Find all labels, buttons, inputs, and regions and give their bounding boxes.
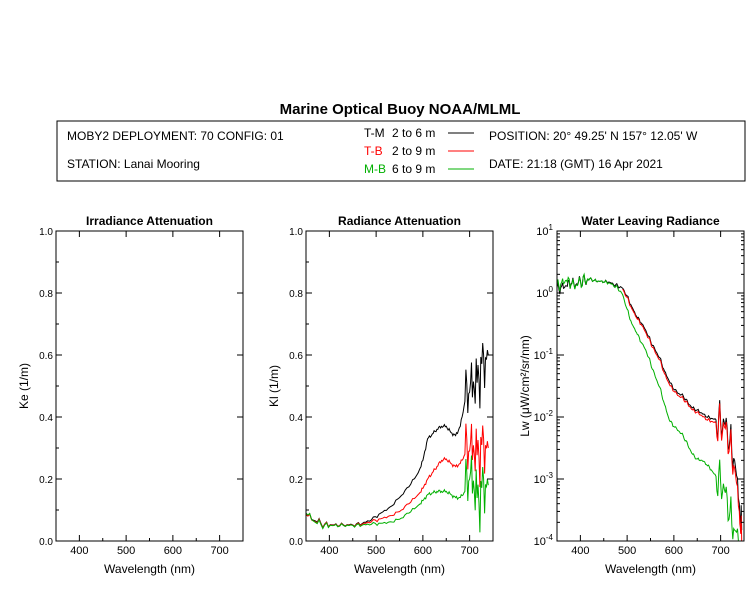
series-t-b: [622, 288, 743, 541]
y-tick-label: 10-3: [534, 471, 554, 486]
legend-range-m-b: 6 to 9 m: [392, 162, 435, 176]
x-tick-label: 500: [618, 545, 636, 557]
series-m-b: [557, 272, 740, 541]
x-tick-label: 700: [711, 545, 729, 557]
y-tick-label: 1.0: [289, 227, 303, 238]
x-tick-label: 400: [70, 545, 88, 557]
info-box: [56, 120, 746, 182]
station-text: STATION: Lanai Mooring: [67, 157, 200, 171]
x-tick-label: 600: [665, 545, 683, 557]
x-tick-label: 600: [414, 545, 432, 557]
x-axis-label: Wavelength (nm): [104, 562, 195, 576]
y-tick-label: 0.8: [39, 289, 53, 300]
y-tick-label: 100: [536, 285, 553, 300]
y-axis-label: Lw (μW/cm²/sr/nm): [518, 335, 532, 437]
chart-2: Radiance Attenuation 400 500 600 700 Waveleng…: [267, 214, 494, 576]
plot-frame: [55, 230, 244, 542]
legend-code-t-m: T-M: [364, 126, 385, 140]
series-t-m: [557, 273, 743, 531]
y-tick-label: 1.0: [39, 227, 53, 238]
y-tick-label: 0.0: [289, 537, 303, 548]
date-text: DATE: 21:18 (GMT) 16 Apr 2021: [489, 157, 663, 171]
y-tick-label: 0.4: [289, 413, 303, 424]
position-text: POSITION: 20° 49.25' N 157° 12.05' W: [489, 129, 698, 143]
deployment-text: MOBY2 DEPLOYMENT: 70 CONFIG: 01: [67, 129, 284, 143]
figure-title: Marine Optical Buoy NOAA/MLML: [280, 101, 521, 118]
x-tick-label: 400: [320, 545, 338, 557]
y-axis-label: Kl (1/m): [267, 365, 281, 407]
y-tick-label: 0.2: [289, 475, 303, 486]
x-tick-label: 600: [164, 545, 182, 557]
legend: T-M 2 to 6 m T-B 2 to 9 m M-B 6 to 9 m: [364, 126, 474, 176]
y-tick-label: 0.4: [39, 413, 53, 424]
x-tick-label: 700: [210, 545, 228, 557]
y-tick-label: 0.6: [289, 351, 303, 362]
charts: Irradiance Attenuation 400 500 600 700 Wavele…: [17, 214, 745, 576]
y-tick-label: 101: [536, 223, 553, 238]
legend-range-t-b: 2 to 9 m: [392, 144, 435, 158]
series-t-m: [306, 342, 489, 529]
y-tick-label: 0.6: [39, 351, 53, 362]
y-tick-label: 10-2: [534, 409, 554, 424]
x-tick-label: 500: [117, 545, 135, 557]
chart-series-group: [306, 342, 489, 533]
x-axis-label: Wavelength (nm): [605, 562, 696, 576]
legend-code-t-b: T-B: [364, 144, 383, 158]
y-tick-label: 0.2: [39, 475, 53, 486]
chart-title: Radiance Attenuation: [338, 214, 461, 228]
chart-1: Irradiance Attenuation 400 500 600 700 Wavele…: [17, 214, 244, 576]
chart-title: Irradiance Attenuation: [86, 214, 213, 228]
legend-code-m-b: M-B: [364, 162, 386, 176]
series-t-b: [306, 423, 489, 530]
y-tick-label: 10-4: [534, 533, 554, 548]
chart-3: Water Leaving Radiance 400 500 600 700 Wavele…: [518, 214, 745, 576]
y-tick-label: 0.8: [289, 289, 303, 300]
chart-series-group: [557, 272, 743, 541]
x-tick-label: 400: [571, 545, 589, 557]
series-m-b: [306, 455, 489, 533]
legend-range-t-m: 2 to 6 m: [392, 126, 435, 140]
x-axis-label: Wavelength (nm): [354, 562, 445, 576]
y-axis-label: Ke (1/m): [17, 363, 31, 409]
chart-title: Water Leaving Radiance: [581, 214, 720, 228]
x-tick-label: 700: [460, 545, 478, 557]
x-tick-label: 500: [367, 545, 385, 557]
y-tick-label: 10-1: [534, 347, 554, 362]
y-tick-label: 0.0: [39, 537, 53, 548]
